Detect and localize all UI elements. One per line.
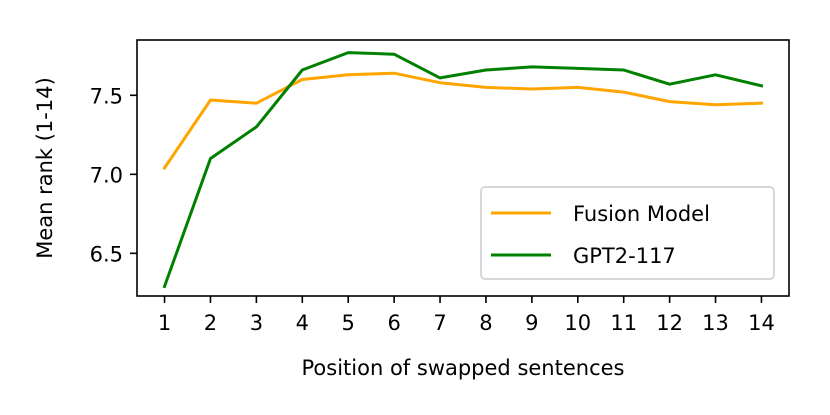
x-tick-label: 3: [250, 311, 263, 335]
plot-frame: [136, 39, 790, 297]
legend: Fusion Model GPT2-117: [480, 186, 775, 280]
x-tick-label: 9: [525, 311, 538, 335]
y-tick-label: 7.0: [90, 163, 123, 187]
x-tick-label: 7: [433, 311, 446, 335]
series-line-fusion-model: [162, 71, 764, 171]
x-tick-label: 8: [479, 311, 492, 335]
x-tick-label: 10: [564, 311, 591, 335]
x-tick-label: 6: [387, 311, 400, 335]
y-axis-ticks: 6.5 7.0 7.5: [90, 84, 137, 266]
y-tick-label: 6.5: [90, 242, 123, 266]
y-axis-title: Mean rank (1-14): [33, 77, 57, 259]
x-axis-ticks: 1 2 3 4 5 6 7 8 9 10 11 12 13 14: [158, 296, 775, 335]
y-tick-label: 7.5: [90, 84, 123, 108]
series-line-gpt2-117: [162, 51, 764, 289]
x-tick-label: 5: [342, 311, 355, 335]
x-axis-title: Position of swapped sentences: [302, 356, 625, 380]
x-tick-label: 4: [296, 311, 309, 335]
x-tick-label: 14: [748, 311, 775, 335]
legend-label-fusion-model: Fusion Model: [573, 202, 710, 226]
x-tick-label: 2: [204, 311, 217, 335]
x-tick-label: 12: [656, 311, 683, 335]
x-tick-label: 13: [702, 311, 729, 335]
x-tick-label: 11: [610, 311, 637, 335]
series-lines: [162, 51, 764, 289]
legend-box: [480, 186, 775, 280]
x-tick-label: 1: [158, 311, 171, 335]
legend-label-gpt2-117: GPT2-117: [573, 244, 676, 268]
